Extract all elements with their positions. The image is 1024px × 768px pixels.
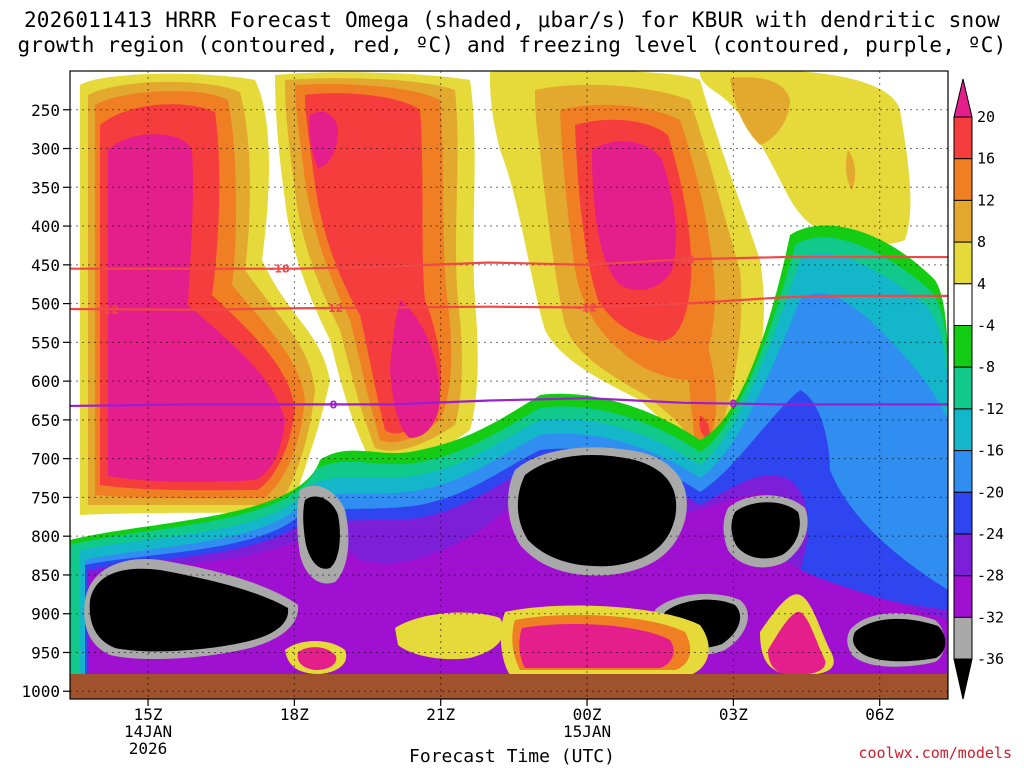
contour-dendritic-minus12 (69, 294, 948, 311)
contour-freezing-level-0 (69, 397, 948, 408)
y-tick-label-250: 250 (31, 101, 60, 120)
omega-16-center-tongue (699, 415, 710, 438)
y-tick-label-600: 600 (31, 372, 60, 391)
x-tick-year-15Z: 2026 (129, 739, 168, 758)
chart-title-line2: growth region (contoured, red, ºC) and f… (17, 33, 1007, 57)
contour-label-dendritic-minus18-0: -18 (270, 263, 290, 276)
y-tick-label-300: 300 (31, 140, 60, 159)
chart-title: 2026011413 HRRR Forecast Omega (shaded, … (0, 8, 1024, 58)
colorbar-label-12: 12 (977, 191, 995, 209)
omega-20-center-left-top (309, 111, 338, 168)
x-tick-label-15Z: 15Z (134, 705, 163, 724)
x-tick-label-06Z: 06Z (865, 705, 894, 724)
omega-20-left (108, 134, 285, 482)
contour-label-freezing-level-0-0: 0 (330, 398, 338, 411)
y-tick-label-400: 400 (31, 217, 60, 236)
x-tick-date-00Z: 15JAN (563, 722, 611, 741)
x-tick-label-03Z: 03Z (719, 705, 748, 724)
colorbar-top-arrow (953, 78, 973, 118)
colorbar-swatch-m36_m32 (953, 616, 973, 660)
chart-title-line1: 2026011413 HRRR Forecast Omega (shaded, … (23, 8, 1001, 32)
y-tick-label-550: 550 (31, 333, 60, 352)
colorbar-swatch-m4_4 (953, 283, 973, 326)
contour-label-dendritic-minus12-1: -12 (323, 302, 343, 315)
colorbar-swatch-m28_m24 (953, 533, 973, 577)
omega-m36-center (517, 455, 677, 567)
omega-m36-lower-right (853, 618, 946, 662)
x-tick-label-00Z: 00Z (573, 705, 602, 724)
colorbar-label--24: -24 (977, 525, 1004, 543)
y-tick-label-650: 650 (31, 411, 60, 430)
colorbar-swatch-m16_m12 (953, 408, 973, 452)
omega-m36-lower-left (89, 568, 289, 652)
colorbar-swatch-16_20 (953, 116, 973, 160)
omega-20-center (592, 141, 676, 290)
colorbar-label-4: 4 (977, 275, 986, 293)
colorbar-swatch-4_8 (953, 241, 973, 285)
colorbar-label-16: 16 (977, 150, 995, 168)
omega-20-low-b (519, 624, 674, 668)
contour-label-dendritic-minus18-1: -18 (675, 253, 695, 266)
omega-8-right-small (845, 150, 856, 190)
contours: -18 -18 -12 -12 -12 0 0 (69, 253, 948, 411)
y-tick-label-900: 900 (31, 605, 60, 624)
omega-m36-right (731, 502, 800, 559)
colorbar-label--36: -36 (977, 650, 1004, 668)
omega-m36-upper (303, 496, 340, 569)
contour-label-freezing-level-0-1: 0 (730, 398, 738, 411)
colorbar-label-8: 8 (977, 233, 986, 251)
site-credit: coolwx.com/models (858, 744, 1012, 762)
y-tick-label-850: 850 (31, 566, 60, 585)
gridlines (70, 71, 948, 699)
ground (70, 674, 948, 699)
colorbar-label--8: -8 (977, 358, 995, 376)
y-axis: 250 300 350 400 450 500 550 600 650 700 750 800 850 9… (21, 101, 70, 701)
colorbar: 20 16 12 8 4 -4 -8 -12 -16 -20 -24 -28 -32 -36 (953, 78, 1004, 700)
contour-label-dendritic-minus12-0: -12 (99, 303, 119, 316)
omega-12-center-tongue (687, 300, 717, 445)
colorbar-swatch-m24_m20 (953, 491, 973, 535)
x-tick-label-21Z: 21Z (426, 705, 455, 724)
colorbar-swatch-m12_m8 (953, 366, 973, 410)
y-tick-label-450: 450 (31, 256, 60, 275)
y-tick-label-950: 950 (31, 643, 60, 662)
x-tick-date-15Z: 14JAN (124, 722, 172, 741)
x-axis-title: Forecast Time (UTC) (409, 746, 615, 767)
y-tick-label-800: 800 (31, 527, 60, 546)
colorbar-swatch-m32_m28 (953, 575, 973, 618)
colorbar-label--12: -12 (977, 400, 1004, 418)
colorbar-label--32: -32 (977, 608, 1004, 626)
colorbar-swatch-12_16 (953, 158, 973, 201)
colorbar-label--20: -20 (977, 483, 1004, 501)
colorbar-label--4: -4 (977, 317, 995, 335)
colorbar-swatch-m20_m16 (953, 450, 973, 493)
colorbar-bottom-arrow (953, 658, 973, 700)
plot-frame (69, 70, 949, 700)
omega-shading (70, 71, 948, 699)
colorbar-label--16: -16 (977, 442, 1004, 460)
omega-4-low-a (395, 612, 504, 660)
colorbar-swatch-8_12 (953, 199, 973, 243)
omega-20-low-d (768, 611, 826, 675)
colorbar-label--28: -28 (977, 567, 1004, 585)
contour-dendritic-minus18 (70, 255, 948, 270)
x-tick-label-18Z: 18Z (280, 705, 309, 724)
colorbar-swatch-m8_m4 (953, 325, 973, 368)
y-tick-label-1000: 1000 (21, 682, 60, 701)
omega-8-right-top (730, 77, 790, 145)
omega-20-low-c (297, 647, 337, 670)
y-tick-label-700: 700 (31, 450, 60, 469)
contour-label-dendritic-minus12-2: -12 (577, 301, 597, 314)
y-tick-label-750: 750 (31, 488, 60, 507)
y-tick-label-350: 350 (31, 178, 60, 197)
colorbar-label-20: 20 (977, 108, 995, 126)
y-tick-label-500: 500 (31, 295, 60, 314)
